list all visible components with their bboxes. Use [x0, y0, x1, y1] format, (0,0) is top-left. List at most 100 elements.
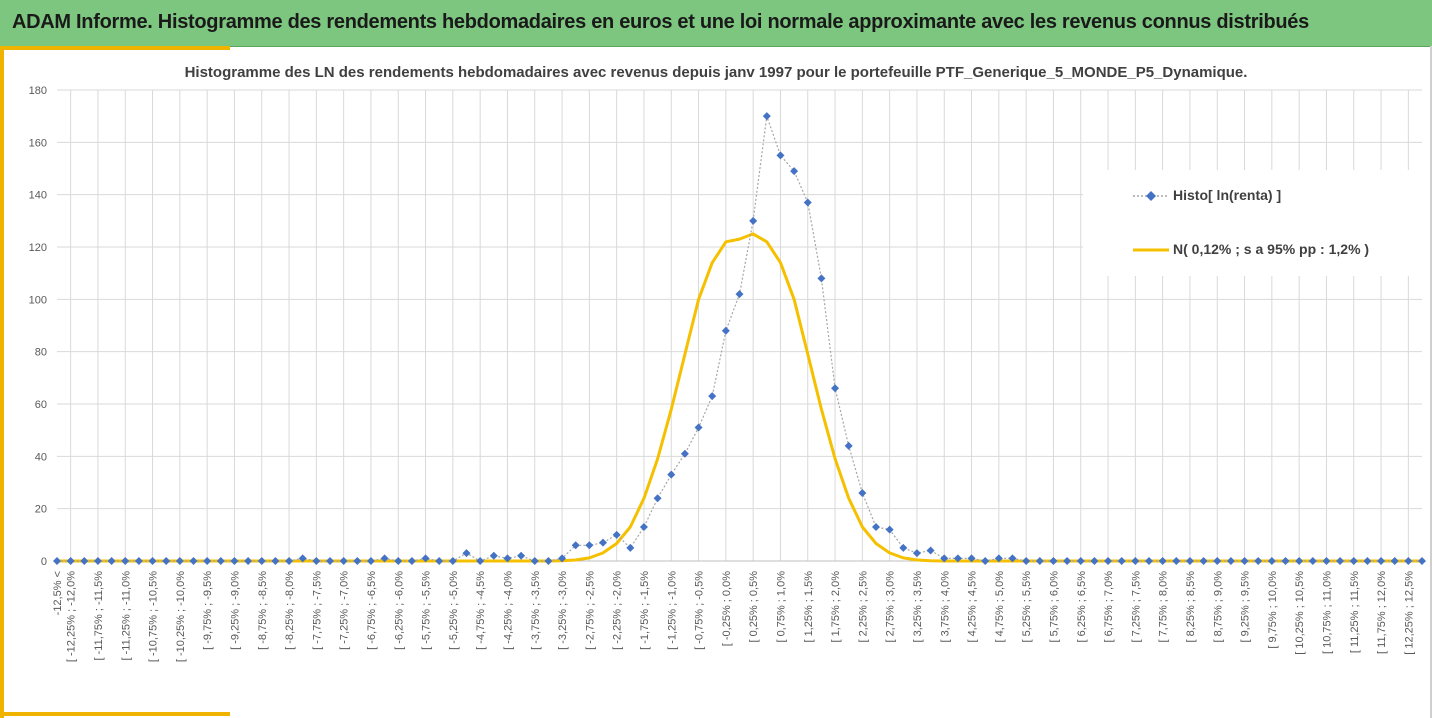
x-tick-label: [ 8,25% ; 8,5%	[1185, 571, 1197, 643]
histo-point	[1063, 557, 1072, 565]
x-tick-label: [ -4,25% ; -4,0%	[502, 571, 514, 650]
y-tick-label: 140	[29, 190, 47, 202]
histo-point	[680, 449, 689, 458]
chart-legend: Histo[ ln(renta) ] N( 0,12% ; s a 95% pp…	[1083, 170, 1423, 276]
histo-point	[80, 557, 89, 565]
histo-point	[667, 470, 676, 479]
x-tick-label: [ 12,25% ; 12,5%	[1403, 571, 1415, 655]
x-tick-label: [ 6,25% ; 6,5%	[1076, 571, 1088, 643]
y-tick-label: 160	[29, 137, 47, 149]
x-tick-label: [ 7,25% ; 7,5%	[1130, 571, 1142, 643]
legend-label-normal: N( 0,12% ; s a 95% pp : 1,2% )	[1173, 241, 1370, 257]
x-tick-label: [ 11,75% ; 12,0%	[1376, 571, 1388, 654]
histo-point	[953, 554, 962, 563]
x-tick-label: [ 10,75% ; 11,0%	[1321, 571, 1333, 654]
accent-bar-left	[0, 46, 4, 718]
histo-point	[1117, 557, 1126, 565]
x-tick-label: [ -6,25% ; -6,0%	[393, 571, 405, 650]
histogram-series	[53, 112, 1426, 565]
histo-point	[872, 522, 880, 531]
histo-point	[1390, 557, 1399, 565]
y-tick-label: 40	[35, 451, 47, 463]
x-tick-label: [ -3,25% ; -3,0%	[557, 571, 569, 650]
histo-point	[912, 549, 921, 558]
x-tick-label: [ 9,75% ; 10,0%	[1267, 571, 1279, 649]
x-tick-label: [ 0,25% ; 0,5%	[748, 571, 760, 643]
x-tick-label: [ -5,25% ; -5,0%	[448, 571, 460, 650]
histo-point	[1377, 557, 1386, 565]
histo-point	[489, 551, 498, 560]
histo-point	[216, 557, 225, 565]
histo-point	[1295, 557, 1304, 565]
x-tick-label: [ -6,75% ; -6,5%	[366, 571, 378, 650]
x-tick-label: [ 9,25% ; 9,5%	[1240, 571, 1252, 643]
histo-point	[749, 216, 758, 225]
histo-point	[967, 554, 976, 563]
histo-point	[1281, 557, 1290, 565]
histo-point	[1308, 557, 1317, 565]
histo-point	[326, 557, 334, 565]
x-tick-label: [ -11,25% ; -11,0%	[120, 571, 132, 661]
x-tick-label: [ -9,75% ; -9,5%	[202, 571, 214, 650]
normal-curve-line	[57, 232, 1422, 563]
chart-title: Histogramme des LN des rendements hebdom…	[184, 64, 1248, 81]
report-title: ADAM Informe. Histogramme des rendements…	[12, 11, 1309, 33]
histo-point	[203, 557, 212, 565]
histo-point	[790, 167, 799, 176]
x-tick-label: [ -2,75% ; -2,5%	[584, 571, 596, 650]
histo-point	[244, 557, 253, 565]
histo-point	[366, 557, 375, 565]
histo-point	[448, 557, 457, 565]
x-tick-label: [ -3,75% ; -3,5%	[530, 571, 542, 650]
x-tick-label: [ -10,25% ; -10,0%	[175, 571, 187, 662]
histo-point	[407, 557, 416, 565]
x-tick-label: [ -0,25% ; 0,0%	[721, 571, 733, 646]
histo-point	[1008, 554, 1017, 563]
histo-point	[1022, 557, 1031, 565]
histo-point	[271, 557, 280, 565]
histo-point	[175, 557, 184, 565]
histo-point	[721, 326, 730, 335]
histo-point	[421, 554, 430, 563]
histo-point	[1185, 557, 1194, 565]
x-tick-label: [ -11,75% ; -11,5%	[93, 571, 105, 661]
accent-bar-top	[0, 46, 230, 50]
histo-point	[134, 557, 143, 565]
histo-point	[1267, 557, 1276, 565]
histo-point	[121, 557, 130, 565]
x-tick-label: [ -1,75% ; -1,5%	[639, 571, 651, 650]
histo-point	[1076, 557, 1085, 565]
y-tick-label: 0	[41, 556, 47, 568]
legend-item-histo: Histo[ ln(renta) ]	[1083, 184, 1423, 208]
x-tick-label: -12,5% <	[52, 571, 64, 615]
x-tick-label: [ -0,75% ; -0,5%	[694, 571, 706, 650]
histo-point	[858, 488, 867, 497]
histo-point	[285, 557, 294, 565]
x-tick-label: [ -4,75% ; -4,5%	[475, 571, 487, 650]
y-tick-label: 20	[35, 504, 47, 516]
histo-point	[1145, 557, 1153, 565]
histo-point	[803, 198, 812, 207]
histo-point	[639, 522, 648, 531]
histo-point	[530, 557, 539, 565]
x-tick-label: [ -5,75% ; -5,5%	[421, 571, 433, 650]
histo-point	[93, 557, 102, 565]
histo-point	[1158, 557, 1167, 565]
legend-swatch-normal	[1133, 248, 1169, 252]
x-tick-label: [ 4,25% ; 4,5%	[967, 571, 979, 643]
x-tick-label: [ 8,75% ; 9,0%	[1212, 571, 1224, 643]
normal-curve-series	[57, 232, 1422, 563]
x-tick-label: [ 6,75% ; 7,0%	[1103, 571, 1115, 643]
x-tick-label: [ -9,25% ; -9,0%	[229, 571, 241, 650]
histo-point	[599, 538, 607, 547]
histo-point	[394, 557, 403, 565]
histo-point	[1226, 557, 1235, 565]
x-tick-label: [ -8,25% ; -8,0%	[284, 571, 296, 650]
histo-point	[1349, 557, 1358, 565]
histo-point	[1240, 557, 1249, 565]
histo-point	[189, 557, 198, 565]
y-axis: 0 20 40 60 80 100 120 140 160 180	[29, 85, 47, 568]
histo-point	[1199, 557, 1208, 565]
histo-point	[162, 557, 171, 565]
